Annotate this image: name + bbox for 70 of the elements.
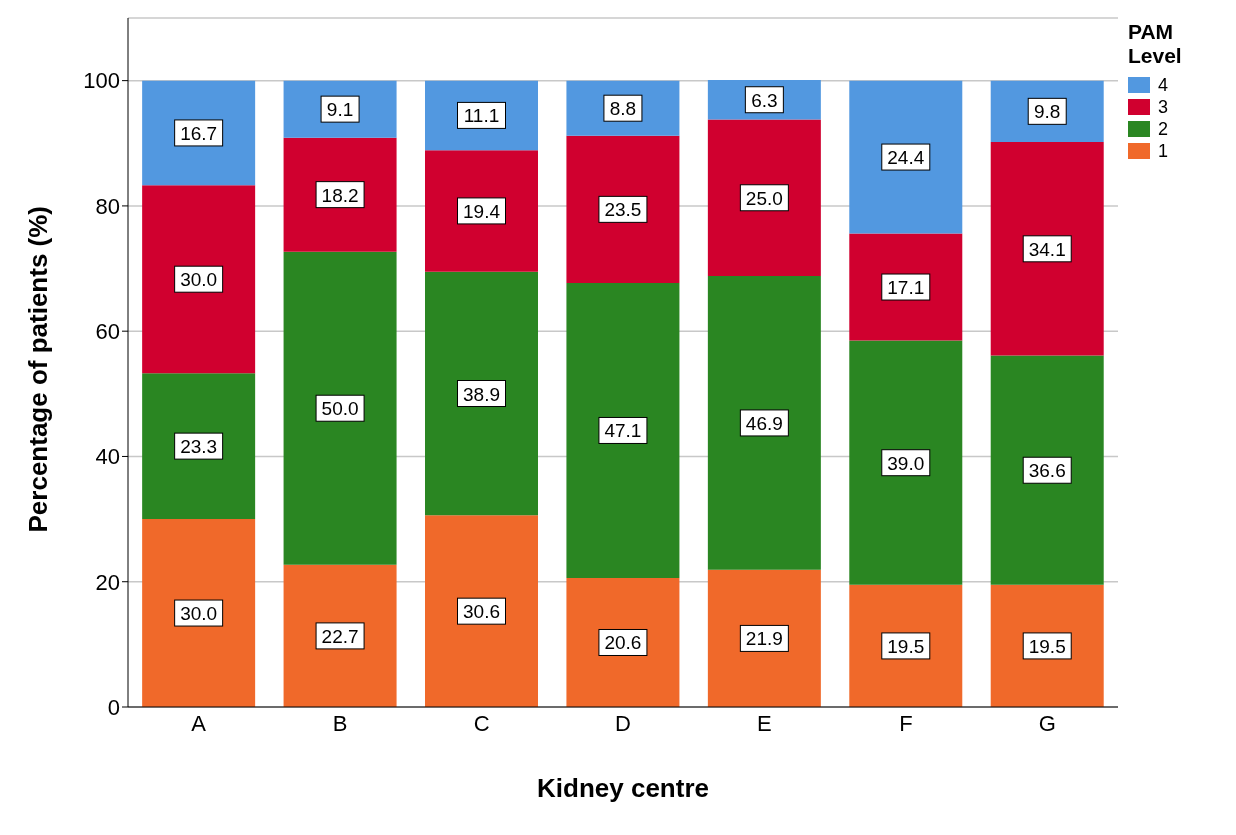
data-label: 8.8	[609, 98, 637, 120]
bar	[849, 340, 963, 585]
y-tick-label: 80	[95, 193, 120, 219]
data-label: 50.0	[321, 398, 359, 420]
data-label: 46.9	[745, 412, 783, 434]
y-axis-title: Percentage of patients (%)	[23, 205, 54, 533]
bar	[425, 515, 538, 707]
bar	[707, 569, 821, 707]
y-tick-label: 100	[83, 68, 120, 94]
y-tick-label: 60	[95, 318, 120, 344]
data-label: 47.1	[604, 420, 642, 442]
data-label: 19.5	[1028, 635, 1066, 657]
bar	[425, 150, 538, 272]
x-tick-label: F	[899, 710, 913, 736]
data-label: 21.9	[745, 628, 783, 650]
bar	[566, 577, 680, 707]
data-label: 19.4	[463, 200, 501, 222]
data-label: 30.0	[180, 603, 218, 625]
x-tick-label: E	[757, 710, 772, 736]
bar	[849, 80, 963, 234]
x-tick-label: A	[191, 710, 207, 736]
y-tick-label: 40	[95, 444, 120, 470]
bar	[849, 584, 963, 707]
bar	[283, 137, 397, 252]
legend-title: PAM Level	[1128, 20, 1182, 68]
bar	[425, 271, 538, 516]
bar	[990, 355, 1104, 585]
y-tick-label: 20	[95, 569, 120, 595]
data-label: 23.3	[180, 436, 218, 458]
y-tick-label: 0	[107, 694, 120, 720]
data-label: 16.7	[180, 122, 218, 144]
bar	[283, 251, 397, 565]
data-label: 20.6	[604, 632, 642, 654]
data-label: 11.1	[463, 105, 500, 127]
data-label: 9.1	[326, 99, 354, 121]
bar	[142, 373, 256, 520]
bar	[142, 185, 256, 374]
data-label: 24.4	[887, 147, 925, 169]
data-label: 30.0	[180, 269, 218, 291]
data-label: 36.6	[1028, 460, 1066, 482]
data-label: 18.2	[321, 184, 359, 206]
bar	[849, 233, 963, 341]
x-axis-title: Kidney centre	[537, 773, 709, 803]
data-label: 23.5	[604, 199, 642, 221]
data-label: 25.0	[745, 187, 783, 209]
bar	[990, 584, 1104, 707]
x-tick-label: C	[473, 710, 490, 736]
bar	[707, 276, 821, 570]
data-label: 39.0	[887, 452, 925, 474]
bar	[283, 564, 397, 707]
data-label: 38.9	[463, 383, 500, 405]
data-label: 34.1	[1028, 238, 1066, 260]
x-tick-label: B	[332, 710, 348, 736]
legend-label: 3	[1158, 96, 1169, 118]
data-label: 17.1	[887, 277, 925, 299]
bar	[566, 282, 680, 578]
data-label: 6.3	[751, 89, 778, 111]
bar	[142, 519, 256, 707]
data-label: 9.8	[1034, 101, 1061, 123]
legend-label: 4	[1158, 74, 1169, 96]
x-tick-label: D	[615, 710, 631, 736]
data-label: 22.7	[321, 625, 359, 647]
legend-label: 2	[1158, 118, 1169, 140]
data-label: 30.6	[463, 601, 500, 623]
bar	[566, 135, 680, 283]
bar	[707, 119, 821, 277]
legend-label: 1	[1158, 140, 1169, 162]
bar	[990, 142, 1104, 356]
x-tick-label: G	[1038, 710, 1056, 736]
data-label: 19.5	[887, 635, 925, 657]
